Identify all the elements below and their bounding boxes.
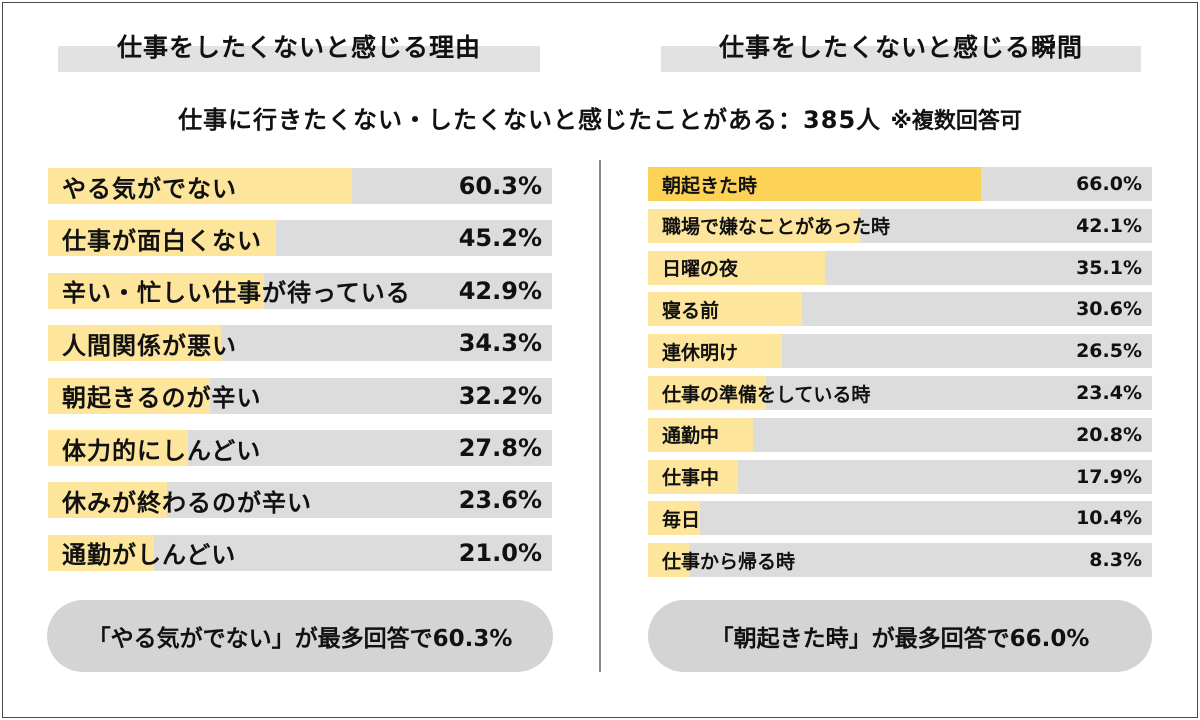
moment-bar-label: 仕事から帰る時 — [662, 550, 796, 573]
reason-bar-value: 45.2% — [458, 224, 542, 253]
moment-bar-label: 通勤中 — [662, 425, 720, 448]
right-chart-title: 仕事をしたくないと感じる瞬間 — [661, 28, 1141, 72]
reason-bar-fill — [48, 377, 211, 414]
reason-bar-label: やる気がでない — [62, 174, 237, 203]
moment-bar-value: 42.1% — [1076, 214, 1142, 237]
moment-bar-fill — [648, 501, 701, 536]
moment-bar-value: 66.0% — [1076, 173, 1142, 195]
moment-bar-value: 10.4% — [1076, 507, 1142, 530]
reason-bar-value: 23.6% — [458, 486, 542, 515]
left-summary-text: 「やる気がでない」が最多回答で60.3% — [87, 626, 513, 652]
moment-bar-fill — [648, 292, 803, 327]
reason-bar-value: 34.3% — [458, 329, 542, 358]
reason-bar-fill — [48, 325, 221, 362]
reason-bar-label: 通勤がしんどい — [62, 541, 237, 570]
right-summary-text: 「朝起きた時」が最多回答で66.0% — [710, 626, 1090, 652]
moment-bar-label: 寝る前 — [662, 299, 720, 322]
moment-bar-row: 毎日 10.4% — [648, 501, 1152, 536]
survey-subtitle-text: 仕事に行きたくない・したくないと感じたことがある：385人 — [178, 106, 882, 134]
reason-bar-fill — [48, 220, 276, 257]
moment-bar-label: 日曜の夜 — [662, 258, 739, 281]
moment-bar-row: 通勤中 20.8% — [648, 417, 1152, 452]
right-title-band — [661, 46, 1141, 72]
reason-bar-row: 人間関係が悪い 34.3% — [48, 325, 552, 362]
reason-bar-row: 休みが終わるのが辛い 23.6% — [48, 482, 552, 519]
moment-bar-value: 30.6% — [1076, 298, 1142, 321]
reason-bar-label: 辛い・忙しい仕事が待っている — [62, 279, 411, 308]
moment-bar-fill — [648, 167, 981, 201]
moment-bar-row: 仕事中 17.9% — [648, 459, 1152, 494]
moment-bar-label: 仕事の準備をしている時 — [662, 383, 871, 406]
reason-bar-value: 32.2% — [458, 381, 542, 410]
reason-bar-fill — [48, 272, 265, 309]
reason-bar-value: 27.8% — [458, 434, 542, 462]
reason-bar-row: 仕事が面白くない 45.2% — [48, 220, 552, 257]
moment-bar-label: 朝起きた時 — [662, 174, 758, 197]
moment-bar-row: 朝起きた時 66.0% — [648, 167, 1152, 201]
left-title-band — [58, 46, 540, 72]
reason-bar-row: 辛い・忙しい仕事が待っている 42.9% — [48, 272, 552, 309]
moment-bar-track — [648, 501, 1152, 536]
moment-bar-value: 23.4% — [1076, 382, 1142, 404]
moment-bar-fill — [648, 459, 739, 494]
reason-bar-label: 体力的にしんどい — [62, 436, 262, 465]
moment-bar-label: 職場で嫌なことがあった時 — [662, 216, 891, 239]
moment-bar-fill — [648, 208, 861, 243]
reason-bar-row: 朝起きるのが辛い 32.2% — [48, 377, 552, 414]
moment-bar-fill — [648, 250, 825, 285]
reason-bar-fill — [48, 534, 154, 571]
reason-bar-label: 休みが終わるのが辛い — [62, 488, 312, 517]
moment-bar-value: 35.1% — [1076, 256, 1142, 279]
left-summary-pill: 「やる気がでない」が最多回答で60.3% — [47, 600, 553, 672]
reason-bar-row: 通勤がしんどい 21.0% — [48, 534, 552, 571]
reason-bar-fill — [48, 430, 189, 466]
moment-bar-row: 日曜の夜 35.1% — [648, 250, 1152, 285]
right-title-text: 仕事をしたくないと感じる瞬間 — [718, 33, 1083, 62]
reason-bar-row: やる気がでない 60.3% — [48, 168, 552, 204]
moment-bar-fill — [648, 543, 690, 578]
moment-bar-row: 職場で嫌なことがあった時 42.1% — [648, 208, 1152, 243]
moment-bar-row: 仕事の準備をしている時 23.4% — [648, 376, 1152, 410]
moment-bar-value: 8.3% — [1089, 549, 1142, 572]
survey-subtitle: 仕事に行きたくない・したくないと感じたことがある：385人 ※複数回答可 — [0, 100, 1200, 135]
moment-bar-fill — [648, 417, 753, 452]
moment-bar-value: 17.9% — [1076, 465, 1142, 488]
moment-bar-track — [648, 543, 1152, 578]
reason-bar-value: 60.3% — [458, 172, 542, 200]
moment-bar-value: 26.5% — [1076, 340, 1142, 363]
multiple-answer-note: ※複数回答可 — [890, 109, 1022, 134]
reason-bar-fill — [48, 168, 352, 204]
moment-bar-row: 連休明け 26.5% — [648, 334, 1152, 369]
left-title-text: 仕事をしたくないと感じる理由 — [116, 33, 481, 62]
reason-bar-label: 人間関係が悪い — [62, 331, 237, 360]
left-chart-title: 仕事をしたくないと感じる理由 — [58, 28, 540, 72]
moment-bar-fill — [648, 376, 766, 410]
moment-bar-row: 仕事から帰る時 8.3% — [648, 543, 1152, 578]
reason-bar-row: 体力的にしんどい 27.8% — [48, 430, 552, 466]
right-summary-pill: 「朝起きた時」が最多回答で66.0% — [648, 600, 1152, 672]
moment-bar-label: 仕事中 — [662, 467, 720, 490]
moment-bar-value: 20.8% — [1076, 423, 1142, 446]
reason-bar-value: 21.0% — [458, 538, 542, 567]
reason-bar-fill — [48, 482, 167, 519]
column-divider — [599, 160, 601, 672]
moment-bar-fill — [648, 334, 782, 369]
reason-bar-label: 仕事が面白くない — [62, 226, 262, 255]
moment-bar-label: 連休明け — [662, 341, 739, 364]
reason-bar-value: 42.9% — [458, 276, 542, 305]
moment-bar-row: 寝る前 30.6% — [648, 292, 1152, 327]
moment-bar-label: 毎日 — [662, 508, 701, 531]
reason-bar-label: 朝起きるのが辛い — [62, 384, 262, 413]
